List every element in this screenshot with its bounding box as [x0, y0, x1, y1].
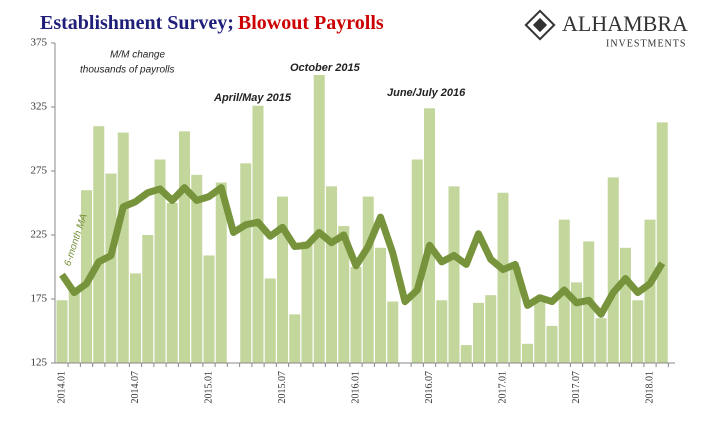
bar: [607, 177, 619, 363]
annotation: M/M change: [110, 50, 165, 61]
bar: [448, 186, 460, 363]
x-tick-label: 2015.07: [277, 371, 288, 404]
y-tick-label: 225: [31, 229, 48, 241]
bar: [130, 273, 141, 363]
annotation: October 2015: [290, 62, 361, 74]
bar: [362, 196, 374, 363]
bar: [93, 126, 105, 363]
bar: [595, 318, 607, 363]
bar: [522, 343, 533, 363]
logo-diamond: [524, 9, 556, 41]
bar: [534, 299, 546, 363]
bar: [179, 131, 190, 363]
bar: [56, 300, 68, 363]
bar: [203, 255, 215, 363]
x-tick-label: 2015.01: [203, 371, 214, 404]
bar: [473, 302, 484, 363]
bar: [154, 159, 166, 363]
bar: [656, 122, 668, 363]
bar: [436, 300, 448, 363]
y-tick-label: 175: [31, 293, 48, 305]
ma-line: [59, 184, 666, 318]
x-tick-label: 2016.01: [350, 371, 361, 404]
x-tick-label: 2017.01: [497, 371, 508, 404]
y-tick-label: 125: [31, 357, 48, 369]
bar: [228, 363, 239, 371]
bar: [191, 174, 203, 363]
bar: [350, 267, 362, 363]
bars: [56, 75, 668, 371]
y-tick-label: 275: [31, 165, 48, 177]
bar: [620, 247, 631, 363]
annotation: April/May 2015: [213, 92, 292, 104]
annotation: thousands of payrolls: [80, 65, 175, 76]
annotation: June/July 2016: [387, 87, 466, 99]
bar: [400, 363, 411, 369]
bar: [142, 235, 154, 363]
chart-title: Establishment Survey; Blowout Payrolls: [40, 12, 384, 34]
logo-name: ALHAMBRA: [562, 11, 688, 36]
logo-diamond-inner: [532, 17, 548, 33]
bar: [460, 345, 472, 363]
x-tick-label: 2018.01: [644, 371, 655, 404]
bar: [264, 278, 276, 363]
bar: [571, 282, 582, 363]
bar: [546, 325, 558, 363]
bar: [326, 186, 337, 363]
bar: [215, 182, 227, 363]
bar: [117, 132, 129, 363]
bar: [375, 247, 386, 363]
x-tick-label: 2014.07: [130, 371, 141, 404]
bar: [509, 267, 521, 363]
bar: [252, 105, 264, 363]
bar: [387, 301, 399, 363]
y-tick-label: 325: [31, 101, 48, 113]
x-tick-label: 2016.07: [424, 371, 435, 404]
bar: [485, 295, 497, 363]
bar: [166, 203, 178, 363]
x-tick-label: 2017.07: [571, 371, 582, 404]
title-part: Establishment Survey;: [40, 12, 234, 34]
bar: [313, 75, 325, 363]
bar: [338, 226, 350, 363]
bar: [632, 300, 644, 363]
logo: ALHAMBRA INVESTMENTS: [524, 9, 688, 49]
bar: [240, 163, 252, 363]
bar: [68, 290, 80, 363]
logo-tagline: INVESTMENTS: [606, 38, 686, 49]
bar: [644, 219, 656, 363]
bar: [289, 314, 301, 363]
bar: [497, 192, 509, 363]
bar: [277, 196, 288, 363]
x-tick-label: 2014.01: [56, 371, 67, 404]
bar: [424, 108, 435, 363]
y-tick-label: 375: [31, 37, 48, 49]
bar: [411, 159, 423, 363]
bar: [105, 173, 117, 363]
bar: [301, 241, 313, 363]
title-part: Blowout Payrolls: [238, 12, 384, 34]
